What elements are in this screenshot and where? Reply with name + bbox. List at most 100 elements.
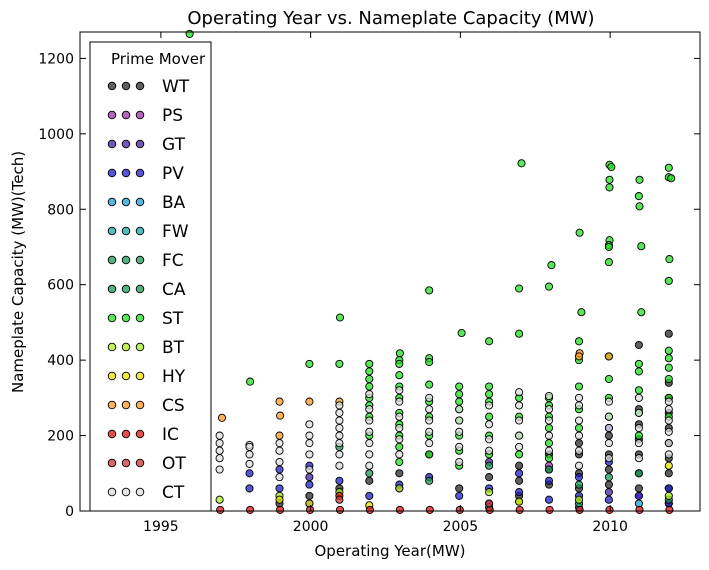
point-wt	[664, 469, 673, 478]
point-ct	[634, 454, 643, 463]
point-st	[634, 367, 643, 376]
point-bt	[574, 495, 584, 504]
point-ic	[665, 505, 674, 514]
point-st	[365, 367, 374, 376]
point-st	[246, 377, 255, 386]
point-cs	[217, 413, 227, 422]
point-ct	[395, 435, 404, 444]
point-wt	[485, 473, 494, 482]
point-ct	[335, 408, 344, 417]
point-bt	[485, 488, 494, 497]
point-ct	[275, 446, 284, 455]
point-st	[634, 192, 643, 201]
point-st	[604, 258, 613, 267]
point-pv	[604, 495, 613, 504]
point-ct	[604, 412, 613, 421]
point-ct	[664, 416, 673, 425]
y-tick-label: 1200	[38, 51, 74, 67]
legend-marker	[135, 313, 145, 323]
point-st	[634, 386, 643, 395]
point-pv	[275, 465, 284, 474]
point-ct	[215, 431, 224, 440]
point-ct	[544, 405, 554, 414]
legend-label-fc: FC	[162, 251, 184, 271]
point-ct	[664, 450, 673, 459]
y-tick-label: 200	[47, 429, 74, 445]
point-ct	[574, 461, 584, 470]
point-wt	[664, 329, 673, 338]
legend-label-gt: GT	[162, 135, 186, 155]
legend-label-ic: IC	[162, 425, 179, 445]
point-ct	[515, 401, 524, 410]
legend-marker	[121, 168, 131, 178]
point-ct	[335, 431, 344, 440]
point-st	[425, 357, 434, 367]
point-st	[607, 162, 616, 172]
point-ct	[335, 401, 344, 410]
point-hy	[515, 497, 524, 506]
point-pv	[365, 491, 374, 500]
point-ic	[305, 505, 315, 514]
point-ct	[544, 391, 554, 401]
point-ct	[664, 427, 673, 436]
point-st	[604, 242, 613, 252]
point-ct	[425, 393, 434, 402]
point-ct	[335, 450, 344, 459]
point-st	[395, 349, 404, 358]
point-ct	[485, 435, 494, 444]
legend-marker	[121, 400, 131, 410]
point-ic	[395, 505, 404, 514]
legend-marker	[135, 226, 145, 236]
point-st	[547, 261, 556, 270]
point-ca	[604, 473, 613, 482]
point-ct	[245, 442, 254, 451]
point-hy	[664, 461, 673, 470]
legend-marker	[135, 255, 145, 265]
point-ct	[485, 446, 494, 455]
point-ct	[634, 408, 643, 417]
point-ct	[455, 427, 464, 436]
point-st	[635, 202, 644, 211]
point-pv	[245, 484, 254, 493]
legend-marker	[121, 197, 131, 207]
point-ct	[395, 423, 404, 433]
legend-marker	[135, 197, 145, 207]
legend-title: Prime Mover	[111, 50, 206, 68]
legend-marker	[107, 458, 117, 468]
point-ct	[425, 439, 434, 448]
point-st	[667, 174, 676, 183]
point-st	[664, 346, 673, 355]
point-ct	[335, 461, 344, 470]
point-st	[425, 450, 434, 459]
point-st	[395, 359, 404, 368]
y-tick-label: 400	[47, 353, 74, 369]
legend-marker	[107, 284, 117, 294]
point-ct	[515, 442, 524, 451]
point-pv	[544, 476, 554, 485]
point-ca	[425, 476, 434, 485]
point-st	[604, 374, 613, 384]
point-ic	[425, 505, 434, 514]
point-pv	[515, 488, 524, 497]
point-st	[185, 29, 194, 38]
x-tick-label: 2005	[443, 519, 479, 535]
point-ct	[515, 416, 524, 425]
legend-label-st: ST	[162, 309, 184, 329]
point-pv	[544, 495, 554, 504]
point-st	[574, 423, 584, 433]
point-st	[515, 329, 524, 338]
legend-label-ps: PS	[162, 106, 183, 126]
point-wt	[604, 480, 613, 489]
point-ct	[455, 442, 464, 451]
point-ct	[275, 457, 284, 467]
point-st	[664, 163, 673, 172]
point-pv	[664, 484, 673, 493]
point-ct	[425, 427, 434, 436]
point-wt	[395, 469, 404, 478]
point-ct	[425, 405, 434, 414]
point-ct	[365, 439, 374, 448]
point-ct	[664, 405, 673, 414]
point-ic	[335, 505, 345, 514]
point-ct	[425, 416, 434, 425]
